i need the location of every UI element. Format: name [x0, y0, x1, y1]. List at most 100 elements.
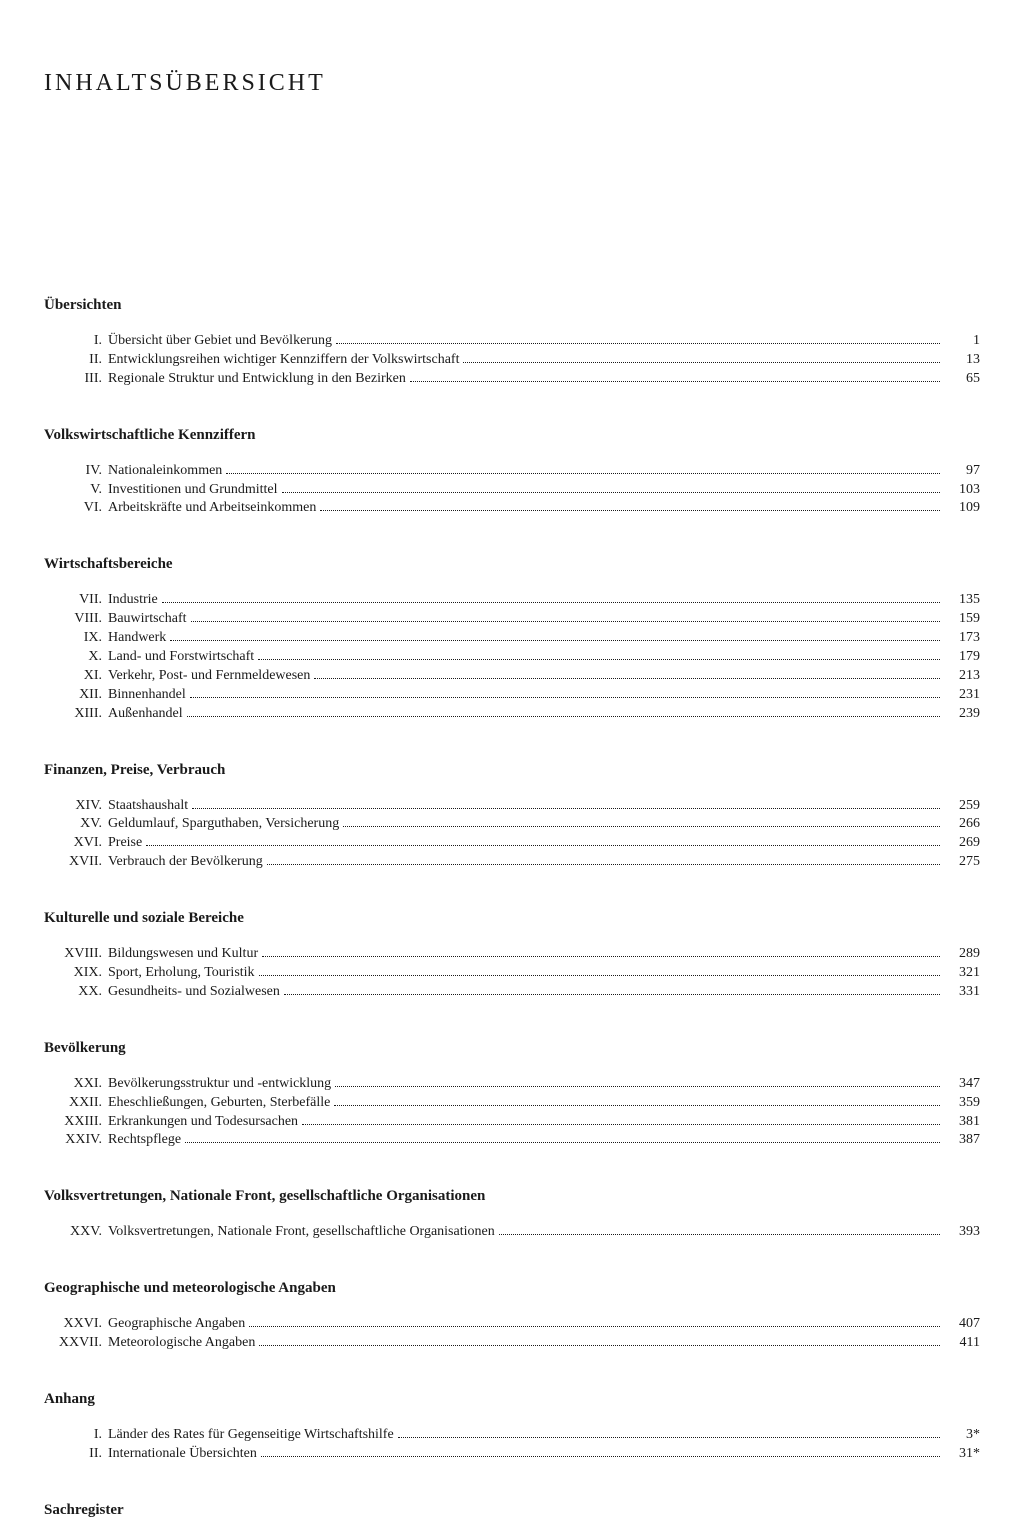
- toc-numeral: II.: [44, 351, 108, 370]
- toc-entry: I.Länder des Rates für Gegenseitige Wirt…: [44, 1426, 980, 1445]
- toc-page: 213: [944, 667, 980, 686]
- toc-section: Finanzen, Preise, VerbrauchXIV.Staatshau…: [44, 762, 980, 873]
- toc-title: Geldumlauf, Sparguthaben, Versicherung: [108, 815, 339, 834]
- toc-entry: XIII.Außenhandel 239: [44, 705, 980, 724]
- toc-dots: [463, 362, 940, 363]
- toc-title: Eheschließungen, Geburten, Sterbefälle: [108, 1094, 330, 1113]
- toc-numeral: XV.: [44, 815, 108, 834]
- toc-title: Arbeitskräfte und Arbeitseinkommen: [108, 499, 316, 518]
- toc-page: 173: [944, 629, 980, 648]
- section-heading: Geographische und meteorologische Angabe…: [44, 1280, 980, 1297]
- toc-title: Gesundheits- und Sozialwesen: [108, 983, 280, 1002]
- toc-numeral: XVII.: [44, 853, 108, 872]
- page-title: INHALTSÜBERSICHT: [44, 70, 980, 97]
- toc-entry: I.Übersicht über Gebiet und Bevölkerung1: [44, 332, 980, 351]
- section-heading: Volksvertretungen, Nationale Front, gese…: [44, 1188, 980, 1205]
- toc-title: Nationaleinkommen: [108, 462, 222, 481]
- toc-section: Übersichten I.Übersicht über Gebiet und B…: [44, 297, 980, 389]
- toc-entry: X.Land- und Forstwirtschaft179: [44, 648, 980, 667]
- toc-page: 239: [944, 705, 980, 724]
- toc-entry: XXII.Eheschließungen, Geburten, Sterbefä…: [44, 1094, 980, 1113]
- toc-numeral: V.: [44, 481, 108, 500]
- toc-title: Übersicht über Gebiet und Bevölkerung: [108, 332, 332, 351]
- toc-title: Entwicklungsreihen wichtiger Kennziffern…: [108, 351, 459, 370]
- toc-dots: [267, 864, 940, 865]
- toc-page: 347: [944, 1075, 980, 1094]
- toc-numeral: XVI.: [44, 834, 108, 853]
- toc-dots: [185, 1142, 940, 1143]
- toc-title: Preise: [108, 834, 142, 853]
- toc-dots: [499, 1234, 940, 1235]
- toc-page: 289: [944, 945, 980, 964]
- toc-title: Bauwirtschaft: [108, 610, 187, 629]
- toc-entry: XI.Verkehr, Post- und Fernmeldewesen213: [44, 667, 980, 686]
- section-heading: Kulturelle und soziale Bereiche: [44, 910, 980, 927]
- toc-title: Internationale Übersichten: [108, 1445, 257, 1464]
- toc-dots: [162, 602, 940, 603]
- toc-page: 3*: [944, 1426, 980, 1445]
- toc-page: 103: [944, 481, 980, 500]
- toc-entry: II.Internationale Übersichten 31*: [44, 1445, 980, 1464]
- toc-page: 159: [944, 610, 980, 629]
- toc-entry: XVI.Preise269: [44, 834, 980, 853]
- toc-dots: [191, 621, 940, 622]
- toc-page: 179: [944, 648, 980, 667]
- toc-numeral: IX.: [44, 629, 108, 648]
- toc-page: 266: [944, 815, 980, 834]
- toc-page: 387: [944, 1131, 980, 1150]
- toc-numeral: II.: [44, 1445, 108, 1464]
- toc-dots: [314, 678, 940, 679]
- toc-dots: [262, 956, 940, 957]
- toc-dots: [170, 640, 940, 641]
- toc-title: Bildungswesen und Kultur: [108, 945, 258, 964]
- toc-entry: VIII.Bauwirtschaft159: [44, 610, 980, 629]
- toc-page: 321: [944, 964, 980, 983]
- toc-entry: XV.Geldumlauf, Sparguthaben, Versicherun…: [44, 815, 980, 834]
- section-heading: Übersichten: [44, 297, 980, 314]
- toc-numeral: XXVI.: [44, 1315, 108, 1334]
- toc-title: Geographische Angaben: [108, 1315, 245, 1334]
- toc-dots: [259, 975, 940, 976]
- toc-entry: XXI.Bevölkerungsstruktur und -entwicklun…: [44, 1075, 980, 1094]
- toc-entry: XVIII.Bildungswesen und Kultur 289: [44, 945, 980, 964]
- toc-section: Kulturelle und soziale Bereiche XVIII.Bil…: [44, 910, 980, 1002]
- toc-entry: XIX.Sport, Erholung, Touristik321: [44, 964, 980, 983]
- toc-numeral: XIX.: [44, 964, 108, 983]
- toc-sections: ÜbersichtenI.Übersicht über Gebiet und B…: [44, 297, 980, 1464]
- toc-entry: XIV.Staatshaushalt259: [44, 797, 980, 816]
- toc-dots: [320, 510, 940, 511]
- toc-page: 97: [944, 462, 980, 481]
- toc-page: 393: [944, 1223, 980, 1242]
- toc-title: Erkrankungen und Todesursachen: [108, 1113, 298, 1132]
- toc-numeral: XXVII.: [44, 1334, 108, 1353]
- toc-page: 31*: [944, 1445, 980, 1464]
- toc-dots: [190, 697, 940, 698]
- toc-entry: XXVI.Geographische Angaben 407: [44, 1315, 980, 1334]
- toc-numeral: XIII.: [44, 705, 108, 724]
- toc-page: 275: [944, 853, 980, 872]
- toc-title: Außenhandel: [108, 705, 183, 724]
- toc-numeral: XVIII.: [44, 945, 108, 964]
- toc-title: Binnenhandel: [108, 686, 186, 705]
- toc-title: Handwerk: [108, 629, 166, 648]
- toc-numeral: I.: [44, 1426, 108, 1445]
- toc-dots: [302, 1124, 940, 1125]
- toc-page: 407: [944, 1315, 980, 1334]
- toc-page: 109: [944, 499, 980, 518]
- toc-section: Geographische und meteorologische Angabe…: [44, 1280, 980, 1353]
- toc-section: Volkswirtschaftliche KennziffernIV.Natio…: [44, 427, 980, 519]
- toc-page: 259: [944, 797, 980, 816]
- toc-page: 411: [944, 1334, 980, 1353]
- toc-page: 135: [944, 591, 980, 610]
- toc-numeral: X.: [44, 648, 108, 667]
- toc-numeral: XI.: [44, 667, 108, 686]
- toc-numeral: XII.: [44, 686, 108, 705]
- toc-entry: XII.Binnenhandel231: [44, 686, 980, 705]
- toc-title: Rechtspflege: [108, 1131, 181, 1150]
- toc-dots: [398, 1437, 940, 1438]
- toc-numeral: XXV.: [44, 1223, 108, 1242]
- toc-dots: [282, 492, 940, 493]
- toc-section: AnhangI.Länder des Rates für Gegenseitig…: [44, 1391, 980, 1464]
- toc-entry: V.Investitionen und Grundmittel103: [44, 481, 980, 500]
- toc-numeral: XXII.: [44, 1094, 108, 1113]
